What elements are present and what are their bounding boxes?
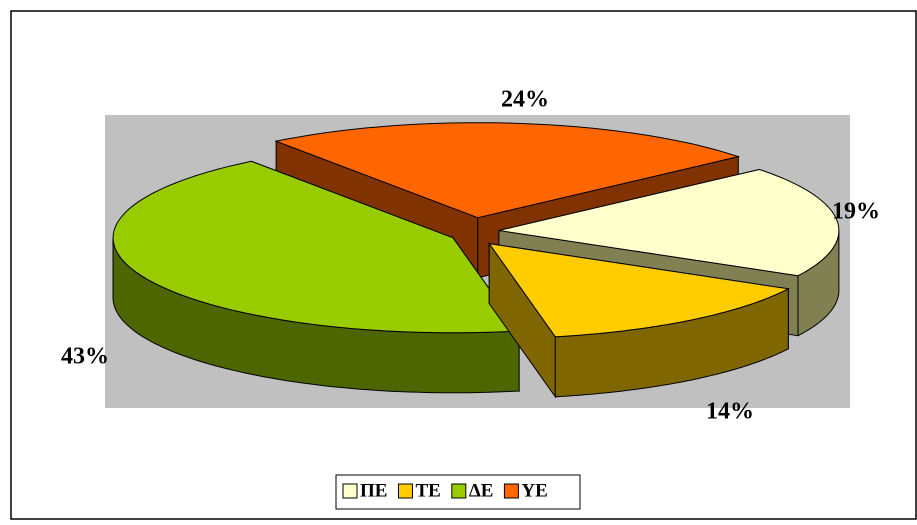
value-label: 19% — [832, 199, 880, 225]
pie — [112, 122, 840, 399]
legend-swatch — [397, 483, 413, 499]
slice — [498, 168, 840, 277]
legend-swatch — [503, 483, 519, 499]
slice — [488, 242, 790, 338]
legend-label: ΤΕ — [415, 480, 440, 501]
value-label: 43% — [61, 344, 109, 370]
legend-label: ΥΕ — [521, 480, 547, 501]
legend-label: ΔΕ — [469, 480, 494, 501]
legend-swatch — [451, 483, 467, 499]
legend-label: ΠΕ — [360, 480, 387, 501]
value-label: 14% — [706, 399, 754, 425]
slice — [112, 160, 521, 334]
legend-items: ΠΕ ΤΕ ΔΕ ΥΕ — [342, 480, 548, 501]
value-label: 24% — [501, 87, 549, 113]
slice — [274, 122, 741, 219]
legend-swatch — [342, 483, 358, 499]
